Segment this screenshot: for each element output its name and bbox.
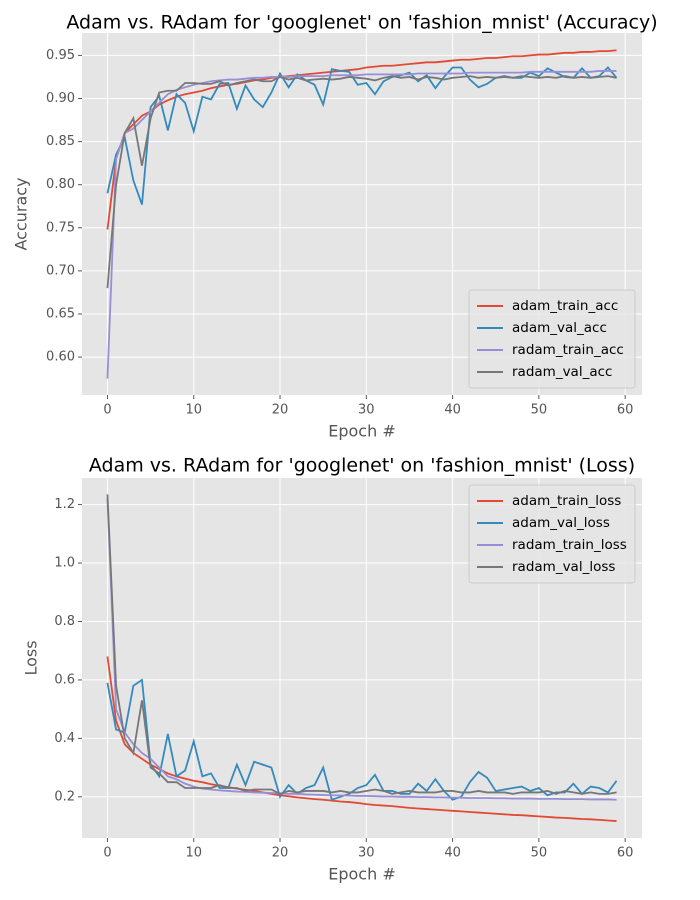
y-tick-label: 1.2: [54, 497, 75, 512]
series-line: [106, 75, 617, 289]
y-tick-label: 0.80: [46, 177, 75, 192]
legend-label: radam_val_loss: [512, 559, 615, 575]
y-tick-label: 0.85: [46, 134, 75, 149]
x-tick-label: 20: [272, 403, 289, 418]
y-tick-label: 0.95: [46, 48, 75, 63]
legend-label: radam_train_acc: [512, 342, 624, 358]
legend-label: adam_train_loss: [512, 493, 621, 509]
x-axis-label: Epoch #: [328, 422, 395, 441]
series-line: [106, 49, 617, 230]
y-tick-label: 0.60: [46, 350, 75, 365]
y-axis-label: Loss: [22, 640, 41, 675]
y-tick-label: 0.4: [54, 731, 75, 746]
x-tick-label: 10: [185, 846, 202, 861]
x-tick-label: 30: [358, 846, 375, 861]
chart-title: Adam vs. RAdam for 'googlenet' on 'fashi…: [89, 455, 635, 477]
y-tick-label: 0.90: [46, 91, 75, 106]
x-tick-label: 20: [272, 846, 289, 861]
legend-box: [468, 484, 636, 584]
legend-box: [468, 289, 636, 389]
x-tick-label: 40: [444, 403, 461, 418]
series-line: [106, 656, 617, 822]
x-tick-label: 30: [358, 403, 375, 418]
legend-label: adam_train_acc: [512, 298, 618, 314]
y-tick-label: 1.0: [54, 556, 75, 571]
y-tick-label: 0.8: [54, 614, 75, 629]
y-axis-label: Accuracy: [12, 177, 31, 250]
series-line: [106, 66, 618, 205]
legend-label: radam_val_acc: [512, 364, 612, 380]
x-axis-label: Epoch #: [328, 865, 395, 884]
y-tick-label: 0.6: [54, 672, 75, 687]
y-tick-label: 0.75: [46, 220, 75, 235]
legend: adam_train_loss adam_val_loss radam_train_…: [468, 484, 636, 584]
series-line: [106, 498, 617, 801]
x-tick-label: 10: [185, 403, 202, 418]
legend-label: adam_val_loss: [512, 515, 610, 531]
x-tick-label: 0: [103, 846, 111, 861]
y-tick-label: 0.70: [46, 263, 75, 278]
series-line: [106, 70, 617, 379]
series-line: [106, 678, 618, 801]
series-line: [106, 494, 617, 795]
x-tick-label: 40: [444, 846, 461, 861]
legend: adam_train_acc adam_val_acc radam_train_ac…: [468, 289, 636, 389]
x-tick-label: 50: [531, 403, 548, 418]
legend-label: radam_train_loss: [512, 537, 627, 553]
chart-title: Adam vs. RAdam for 'googlenet' on 'fashi…: [66, 12, 657, 34]
x-tick-label: 0: [103, 403, 111, 418]
x-tick-label: 50: [531, 846, 548, 861]
y-tick-label: 0.2: [54, 789, 75, 804]
x-tick-label: 60: [617, 846, 634, 861]
legend-label: adam_val_acc: [512, 320, 607, 336]
y-tick-label: 0.65: [46, 306, 75, 321]
x-tick-label: 60: [617, 403, 634, 418]
